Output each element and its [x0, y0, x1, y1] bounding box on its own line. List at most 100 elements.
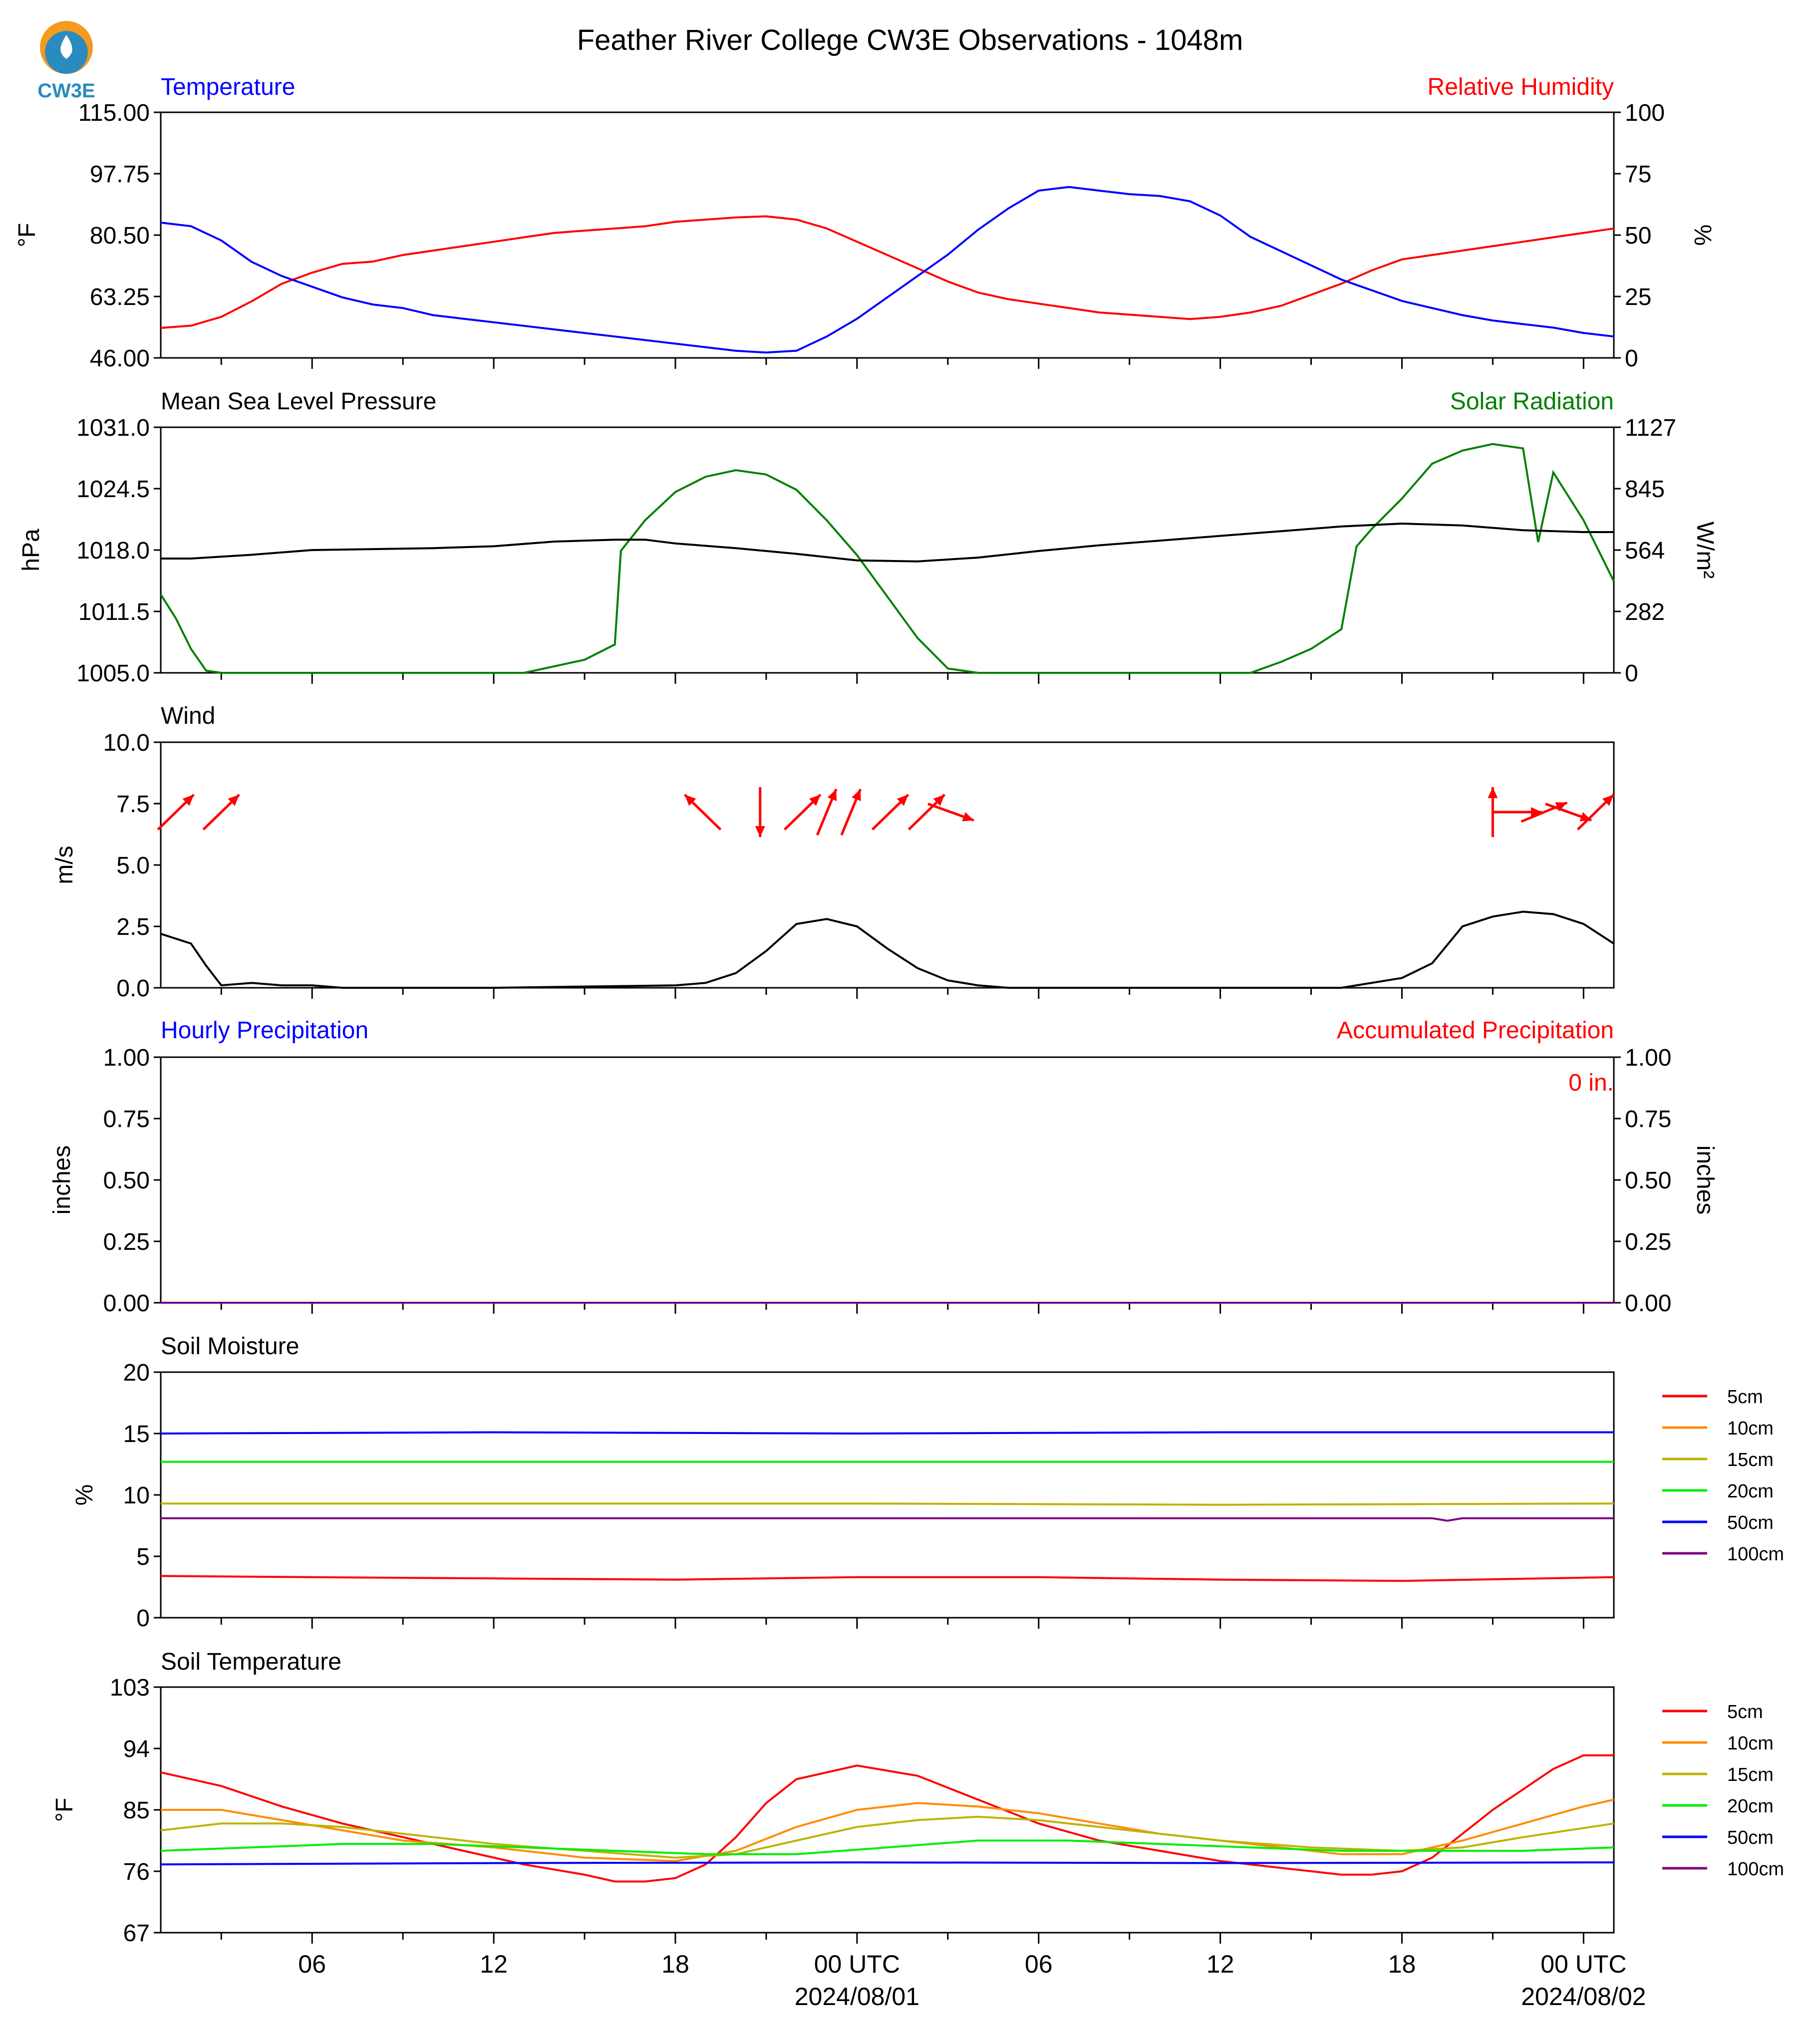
legend-label: 15cm: [1727, 1764, 1774, 1785]
series-solar-radiation: [160, 443, 1615, 674]
y-tick-label-right: 564: [1625, 538, 1665, 564]
y-tick-label: 46.00: [90, 345, 150, 372]
x-axis-tick-labels: 06 12 18 00 UTC 06 12 18 00 UTC 2024/08/01 2024/0…: [298, 1950, 1646, 2011]
wind-arrow: [157, 794, 195, 831]
panel-left-title: Mean Sea Level Pressure: [161, 388, 436, 415]
axis-ticks: 0.0 2.5 5.0 7.5 10.0: [103, 730, 1584, 1002]
y-tick-label: 1005.0: [76, 660, 150, 687]
left-axis-label: hPa: [18, 529, 44, 572]
legend-item: 10cm: [1662, 1418, 1774, 1439]
left-axis-label: m/s: [51, 846, 78, 884]
logo-drop-icon: [60, 35, 72, 59]
legend-item: 100cm: [1662, 1859, 1784, 1880]
y-tick-label: 1024.5: [76, 476, 150, 503]
panel-pressure: Mean Sea Level Pressure Solar Radiation …: [18, 388, 1718, 687]
y-tick-label: 0.50: [103, 1167, 150, 1194]
x-tick-label: 18: [661, 1950, 689, 1978]
series-100cm: [161, 1517, 1614, 1522]
legend-label: 20cm: [1727, 1796, 1774, 1817]
left-axis-label: %: [71, 1484, 98, 1506]
series-5cm: [160, 1754, 1614, 1883]
y-tick-label: 5.0: [116, 853, 150, 879]
axis-ticks: 1005.0 1011.5 1018.0 1024.5 1031.0 0 282 564 845…: [76, 415, 1676, 687]
legend-item: 20cm: [1662, 1481, 1774, 1502]
panel-frame: [160, 1686, 1615, 1934]
y-tick-label: 0.00: [103, 1290, 150, 1317]
wind-arrow: [927, 803, 974, 822]
y-tick-label: 1011.5: [78, 599, 150, 625]
left-axis-label: inches: [49, 1146, 75, 1215]
y-tick-label-right: 0.75: [1625, 1106, 1671, 1133]
legend-soil-temperature: 5cm 10cm 15cm 20cm 50cm 100cm: [1662, 1702, 1784, 1880]
y-tick-label: 85: [123, 1797, 150, 1824]
wind-arrow: [1545, 803, 1592, 822]
series-50cm: [160, 1861, 1614, 1866]
accumulated-total: 0 in.: [1568, 1070, 1614, 1096]
wind-direction-arrows: [157, 787, 1615, 837]
legend-item: 50cm: [1662, 1827, 1774, 1848]
y-tick-label: 63.25: [90, 284, 150, 310]
panel-frame: [160, 1056, 1615, 1304]
y-tick-label: 94: [123, 1736, 150, 1762]
y-tick-label: 15: [123, 1421, 150, 1448]
x-tick-label: 00 UTC: [1540, 1950, 1626, 1978]
page-title: Feather River College CW3E Observations …: [577, 24, 1243, 56]
y-tick-label: 2.5: [116, 914, 150, 940]
legend-item: 15cm: [1662, 1764, 1774, 1785]
legend-item: 15cm: [1662, 1449, 1774, 1470]
wind-arrow: [840, 789, 862, 836]
legend-label: 10cm: [1727, 1733, 1774, 1754]
left-axis-label: °F: [14, 223, 40, 248]
legend-soil-moisture: 5cm 10cm 15cm 20cm 50cm 100cm: [1662, 1387, 1784, 1565]
panel-right-title: Relative Humidity: [1428, 74, 1614, 100]
series-10cm: [161, 1798, 1614, 1862]
legend-label: 20cm: [1727, 1481, 1774, 1502]
y-tick-label: 0.75: [103, 1106, 150, 1133]
series-temperature: [160, 186, 1614, 354]
y-tick-label-right: 75: [1625, 161, 1651, 188]
legend-label: 100cm: [1727, 1859, 1784, 1880]
legend-item: 100cm: [1662, 1544, 1784, 1565]
y-tick-label-right: 282: [1625, 599, 1665, 625]
series-15cm: [160, 1815, 1614, 1859]
panel-right-title: Accumulated Precipitation: [1337, 1017, 1614, 1044]
panel-soil-temperature: Soil Temperature °F 67 76 85 94 103 5cm 10cm 1…: [51, 1649, 1784, 2011]
legend-item: 10cm: [1662, 1733, 1774, 1754]
y-tick-label: 1018.0: [76, 538, 150, 564]
panel-temperature: Temperature Relative Humidity °F % 46.00…: [14, 74, 1716, 372]
y-tick-label-right: 0.50: [1625, 1167, 1671, 1194]
y-tick-label: 115.00: [78, 100, 150, 126]
y-tick-label-right: 0: [1625, 660, 1638, 687]
wind-arrow: [1576, 794, 1615, 831]
y-tick-label: 103: [110, 1675, 150, 1701]
legend-item: 5cm: [1662, 1702, 1763, 1723]
right-axis-label: inches: [1692, 1146, 1718, 1215]
y-tick-label-right: 100: [1625, 100, 1665, 126]
left-axis-label: °F: [51, 1798, 78, 1822]
y-tick-label: 97.75: [90, 161, 150, 188]
right-axis-label: %: [1689, 225, 1716, 246]
y-tick-label-right: 1127: [1625, 415, 1676, 441]
y-tick-label: 10.0: [103, 730, 150, 756]
wind-arrow: [783, 794, 822, 831]
axis-ticks: 67 76 85 94 103: [110, 1675, 1584, 1947]
axis-ticks: 0.00 0.25 0.50 0.75 1.00 0.00 0.25 0.50 0.75 1.00: [103, 1045, 1672, 1317]
y-tick-label-right: 0.00: [1625, 1290, 1671, 1317]
panel-left-title: Hourly Precipitation: [161, 1017, 368, 1044]
x-tick-label: 06: [1025, 1950, 1053, 1978]
series-15cm: [161, 1502, 1614, 1506]
y-tick-label: 20: [123, 1360, 150, 1386]
panel-precipitation: Hourly Precipitation Accumulated Precipi…: [49, 1017, 1718, 1317]
y-tick-label-right: 0: [1625, 345, 1638, 372]
axis-ticks: 0 5 10 15 20: [123, 1360, 1584, 1632]
legend-item: 20cm: [1662, 1796, 1774, 1817]
legend-label: 5cm: [1727, 1387, 1763, 1408]
legend-label: 100cm: [1727, 1544, 1784, 1565]
wind-arrow: [202, 794, 241, 831]
y-tick-label: 7.5: [116, 791, 150, 818]
wind-arrow: [871, 794, 910, 831]
y-tick-label: 5: [136, 1544, 150, 1570]
y-tick-label: 67: [123, 1920, 150, 1947]
y-tick-label: 76: [123, 1859, 150, 1885]
series-5cm: [160, 1575, 1614, 1582]
